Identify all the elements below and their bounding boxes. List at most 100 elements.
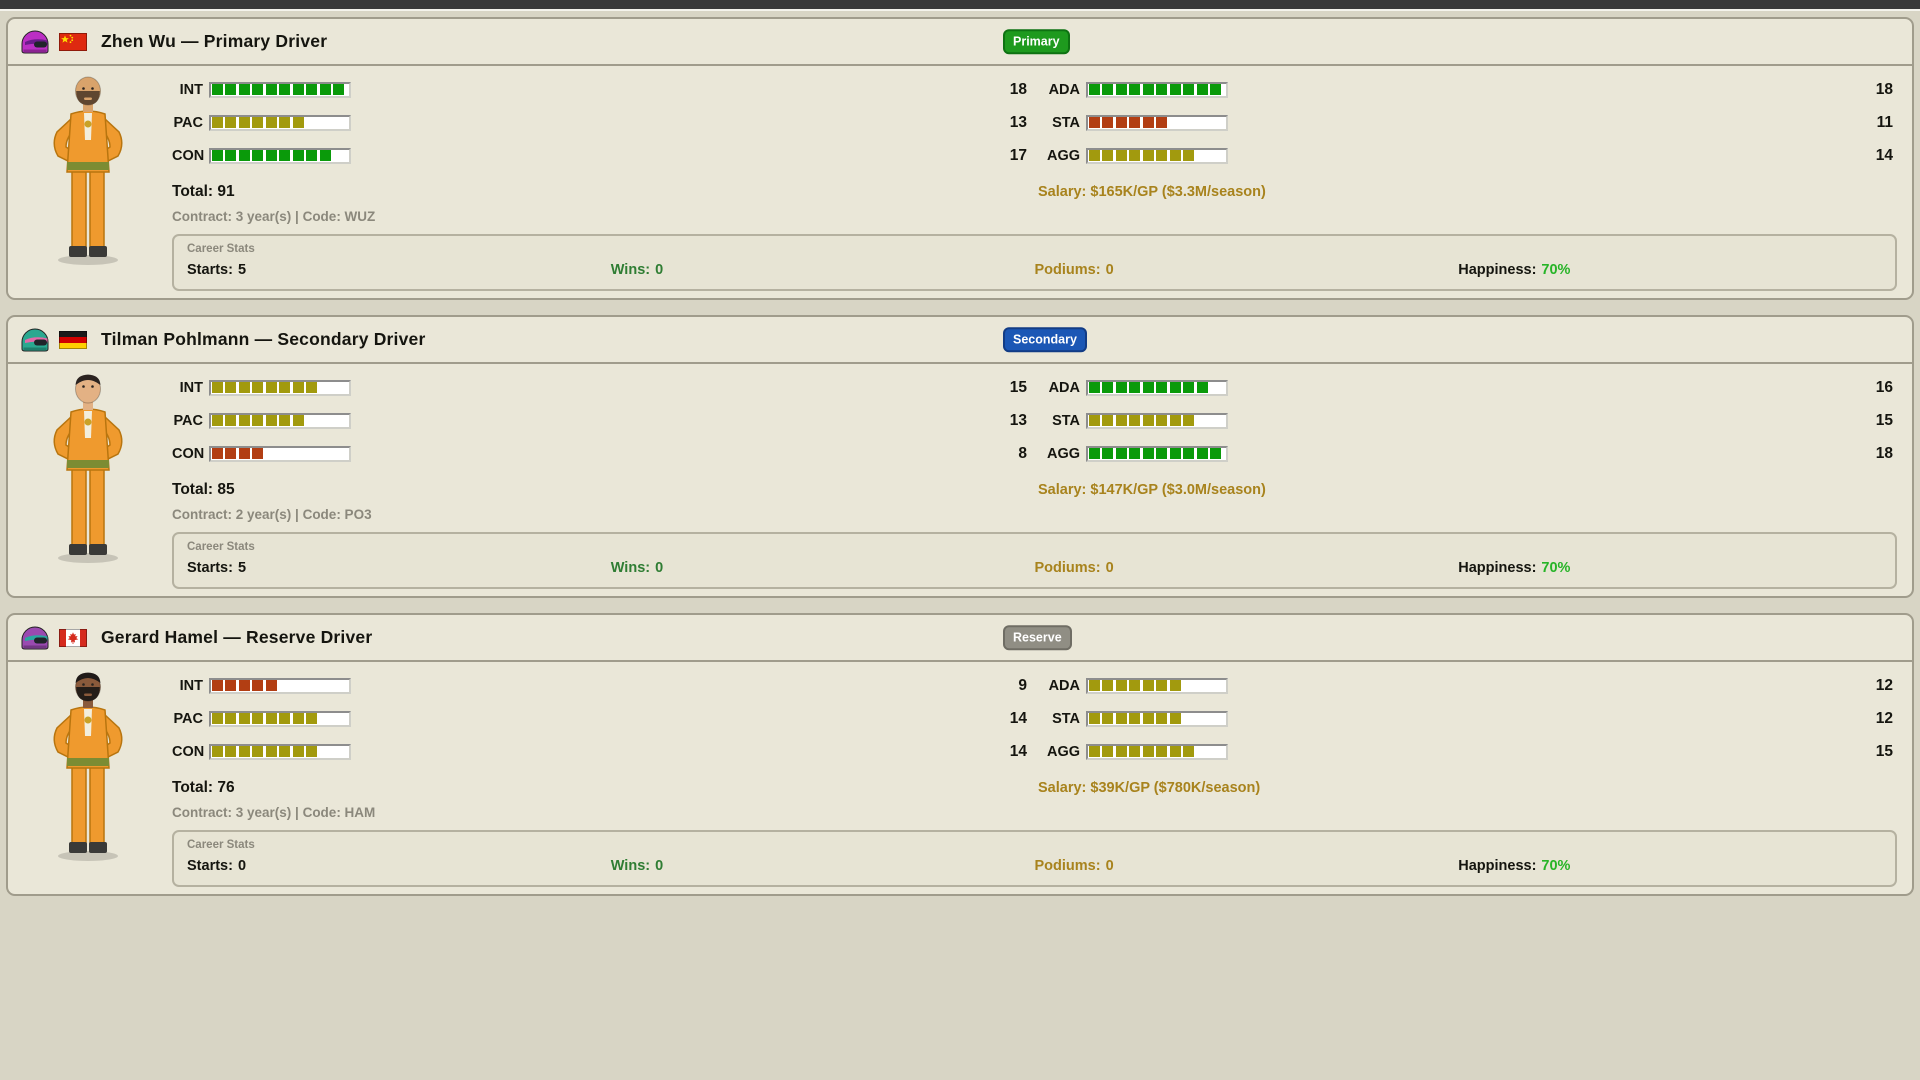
stat-value: 13	[1009, 411, 1027, 429]
stat-bar-segment	[212, 680, 223, 691]
podiums-value: 0	[1105, 262, 1114, 278]
podiums-value: 0	[1105, 858, 1114, 874]
stat-bar-segment	[292, 150, 304, 161]
stat-bar-segment	[1102, 746, 1114, 757]
stat-bar-segment	[1115, 713, 1127, 724]
driver-card: Gerard Hamel — Reserve Driver Reserve IN…	[6, 613, 1914, 896]
stat-bar	[209, 710, 351, 727]
stat-bar-segment	[306, 746, 318, 757]
stat-bar-segment	[1129, 746, 1141, 757]
stat-bar-segment	[1129, 415, 1141, 426]
stat-bar-segment	[1196, 84, 1208, 95]
career-happiness: Happiness: 70%	[1458, 262, 1882, 278]
stat-bar-segment	[1102, 150, 1114, 161]
driver-illustration	[38, 72, 138, 267]
wins-label: Wins:	[610, 858, 651, 874]
total-row: Total: 91 Salary: $165K/GP ($3.3M/season…	[172, 183, 1896, 201]
stat-bar-segment	[306, 680, 317, 691]
stat-bar-segment	[333, 415, 344, 426]
stat-value: 12	[1875, 676, 1893, 694]
stat-bar-segment	[212, 746, 223, 757]
contract-text: Contract: 3 year(s) | Code: WUZ	[172, 209, 376, 224]
stat-bar-segment	[1156, 680, 1168, 691]
stat-bar-segment	[1183, 150, 1195, 161]
stat-bar-segment	[212, 382, 223, 393]
role-badge: Reserve	[1003, 624, 1072, 651]
stat-bar	[209, 445, 351, 462]
stat-bar-segment	[212, 117, 223, 128]
stat-bar-segment	[292, 415, 304, 426]
stat-bar-segment	[212, 84, 223, 95]
salary-text: Salary: $147K/GP ($3.0M/season)	[1038, 482, 1266, 498]
stat-bar-segment	[1170, 117, 1181, 128]
stat-bar	[209, 114, 351, 131]
stat-bar-segment	[1196, 382, 1208, 393]
stat-value: 14	[1009, 709, 1027, 727]
stat-label: PAC	[173, 710, 203, 727]
stat-bar-segment	[252, 448, 264, 459]
helmet-icon	[20, 625, 50, 651]
stat-bar-segment	[1115, 680, 1127, 691]
stat-bar-segment	[1129, 150, 1141, 161]
stat-bar-segment	[1102, 117, 1114, 128]
stat-bar-segment	[1115, 382, 1127, 393]
stat-bar	[1086, 81, 1228, 98]
stat-value: 17	[1009, 146, 1027, 164]
stat-bar-segment	[238, 382, 250, 393]
stat-bar-segment	[1183, 117, 1194, 128]
stat-bar-segment	[1156, 448, 1168, 459]
helmet-icon	[20, 327, 50, 353]
stat-bar-segment	[1197, 746, 1208, 757]
stat-bar-segment	[1142, 415, 1154, 426]
driver-title: Zhen Wu — Primary Driver	[101, 31, 328, 51]
stat-bar-segment	[265, 746, 277, 757]
stat-bar-segment	[1129, 713, 1141, 724]
stat-value: 13	[1009, 113, 1027, 131]
stat-label: AGG	[1046, 743, 1080, 760]
stat-label: PAC	[173, 412, 203, 429]
stat-bar-segment	[279, 382, 291, 393]
career-stats-row: Starts: 5 Wins: 0 Podiums: 0 Happiness: …	[187, 262, 1882, 278]
stats-grid: INT 15 ADA 16 PAC 13 STA 15 CON 8 AGG 18	[172, 371, 1896, 470]
stat-value: 15	[1009, 378, 1027, 396]
stat-bar-segment	[1102, 382, 1114, 393]
stat-bar-segment	[333, 117, 344, 128]
podiums-value: 0	[1105, 560, 1114, 576]
stat-bar-segment	[1089, 713, 1100, 724]
stat-bar-segment	[320, 680, 331, 691]
stats-grid: INT 18 ADA 18 PAC 13 STA 11 CON 17 AGG 14	[172, 73, 1896, 172]
stat-bar-segment	[1183, 746, 1195, 757]
happiness-label: Happiness:	[1458, 858, 1537, 874]
stat-bar-segment	[1129, 382, 1141, 393]
contract-text: Contract: 3 year(s) | Code: HAM	[172, 805, 376, 820]
stat-bar-segment	[333, 150, 344, 161]
driver-card: Tilman Pohlmann — Secondary Driver Secon…	[6, 315, 1914, 598]
flag-icon	[59, 32, 87, 51]
stat-bar-segment	[252, 84, 264, 95]
stat-bar-segment	[252, 713, 264, 724]
career-podiums: Podiums: 0	[1035, 858, 1459, 874]
stat-bar-segment	[279, 680, 290, 691]
stat-bar	[209, 147, 351, 164]
stat-bar-segment	[1210, 746, 1221, 757]
stat-bar-segment	[1142, 84, 1154, 95]
stat-bar-segment	[1183, 382, 1195, 393]
career-stats-title: Career Stats	[187, 541, 255, 553]
happiness-label: Happiness:	[1458, 262, 1537, 278]
role-badge: Secondary	[1003, 326, 1087, 353]
stat-bar-segment	[320, 713, 331, 724]
driver-title: Gerard Hamel — Reserve Driver	[101, 627, 373, 647]
stat-value: 14	[1875, 146, 1893, 164]
total-rating: Total: 76	[172, 779, 235, 796]
stat-bar-segment	[238, 713, 250, 724]
stats-grid: INT 9 ADA 12 PAC 14 STA 12 CON 14 AGG 15	[172, 669, 1896, 768]
driver-figure-graphic	[53, 76, 123, 265]
stat-bar-segment	[265, 117, 277, 128]
china-flag-icon	[59, 32, 87, 51]
stat-bar	[1086, 445, 1228, 462]
stat-bar-segment	[320, 746, 331, 757]
stat-bar	[1086, 379, 1228, 396]
podiums-label: Podiums:	[1034, 262, 1101, 278]
stat-bar-segment	[1089, 84, 1100, 95]
stat-value: 15	[1875, 742, 1893, 760]
